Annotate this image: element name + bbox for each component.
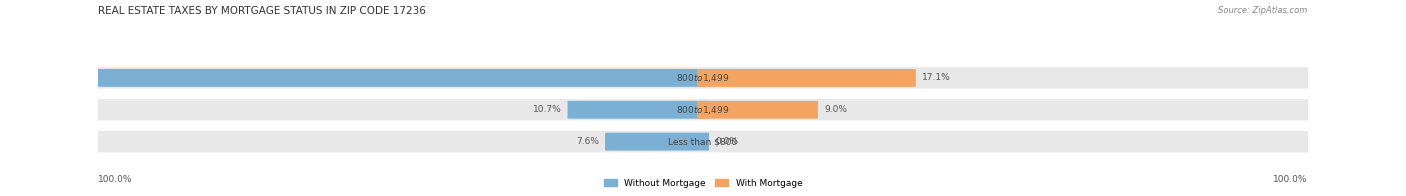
Text: 17.1%: 17.1% (922, 74, 950, 82)
FancyBboxPatch shape (605, 133, 709, 151)
Text: 9.0%: 9.0% (824, 105, 846, 114)
Text: 0.0%: 0.0% (716, 137, 738, 146)
FancyBboxPatch shape (0, 69, 709, 87)
FancyBboxPatch shape (86, 99, 1320, 120)
Text: Less than $800: Less than $800 (668, 137, 738, 146)
FancyBboxPatch shape (697, 69, 915, 87)
FancyBboxPatch shape (568, 101, 709, 119)
Text: REAL ESTATE TAXES BY MORTGAGE STATUS IN ZIP CODE 17236: REAL ESTATE TAXES BY MORTGAGE STATUS IN … (98, 6, 426, 16)
Legend: Without Mortgage, With Mortgage: Without Mortgage, With Mortgage (600, 175, 806, 191)
Text: Source: ZipAtlas.com: Source: ZipAtlas.com (1218, 6, 1308, 15)
Text: 7.6%: 7.6% (576, 137, 599, 146)
Text: $800 to $1,499: $800 to $1,499 (676, 72, 730, 84)
Text: 100.0%: 100.0% (98, 175, 134, 184)
FancyBboxPatch shape (697, 101, 818, 119)
Text: $800 to $1,499: $800 to $1,499 (676, 104, 730, 116)
Text: 10.7%: 10.7% (533, 105, 561, 114)
FancyBboxPatch shape (86, 67, 1320, 89)
Text: 100.0%: 100.0% (1272, 175, 1308, 184)
FancyBboxPatch shape (86, 131, 1320, 152)
